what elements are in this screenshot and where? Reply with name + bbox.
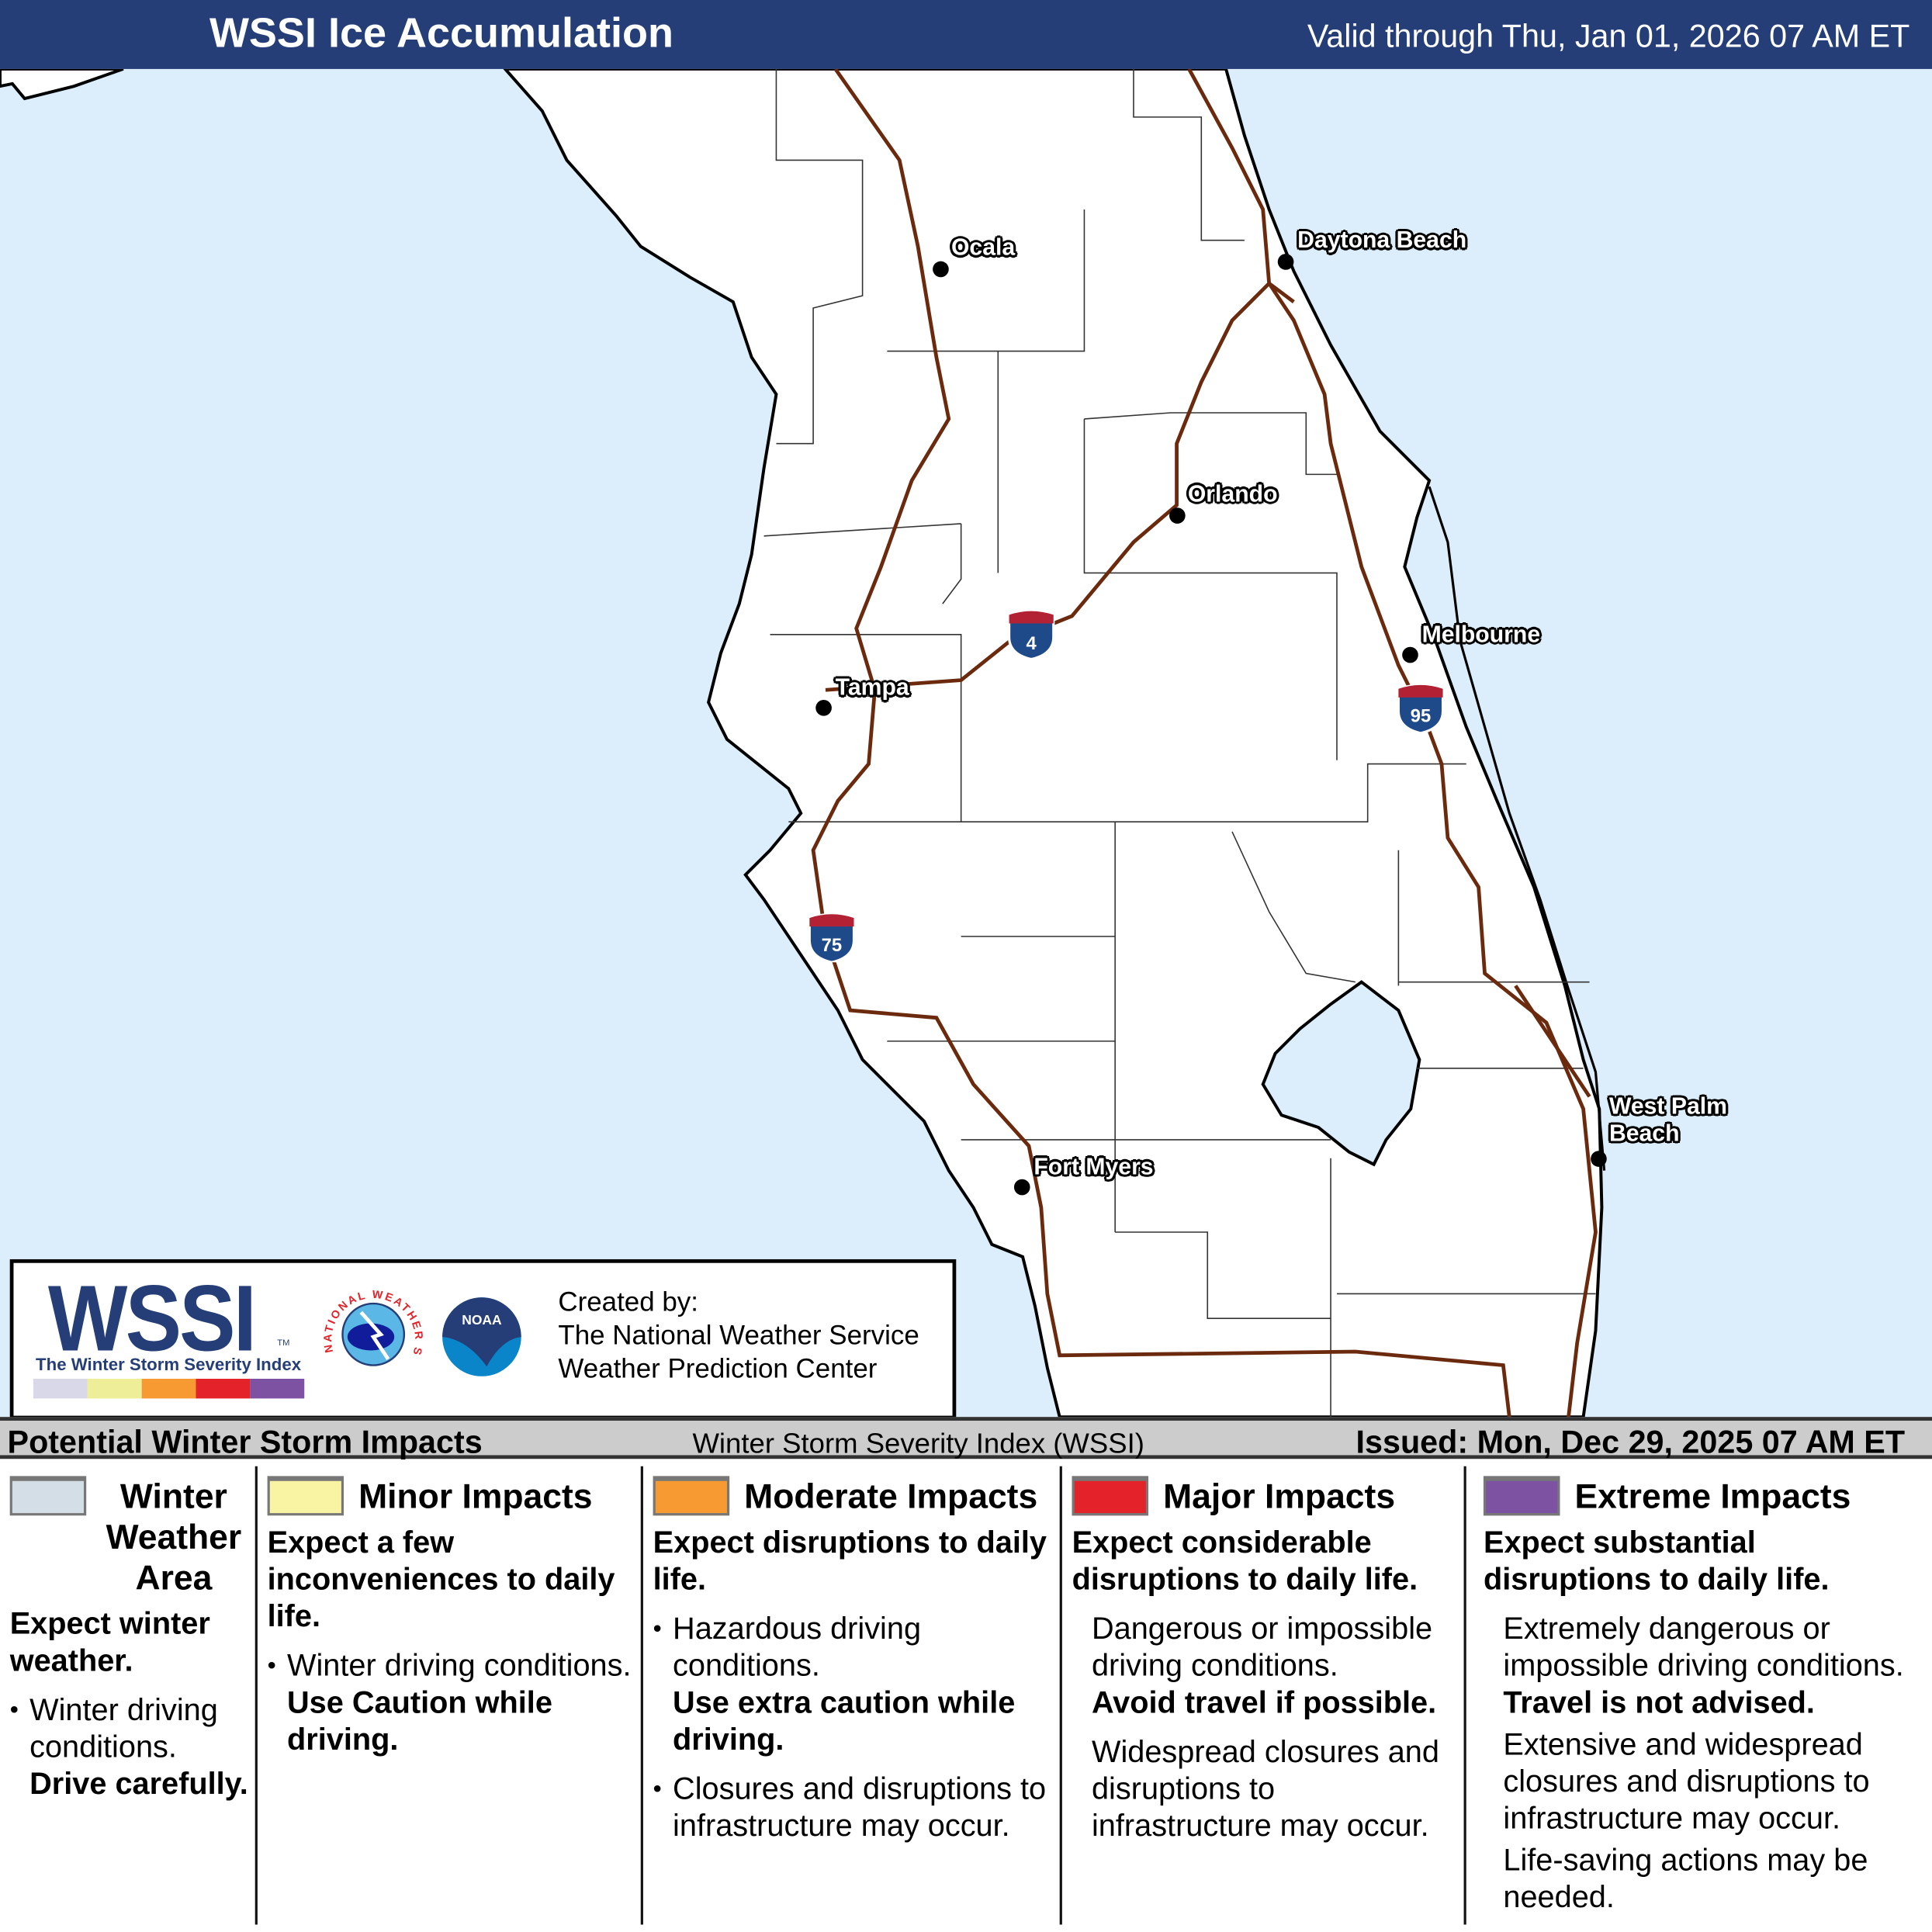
- barrier-islands: [1428, 486, 1606, 1171]
- legend-summary: Expect considerable disruptions to daily…: [1072, 1525, 1418, 1598]
- panhandle-coast: [0, 68, 124, 101]
- city-label-ocala: Ocala: [950, 235, 1016, 261]
- legend-detail-2: Closures and disruptions to infrastructu…: [653, 1771, 1055, 1844]
- turnpike-road: [1514, 985, 1591, 1098]
- title-bar: WSSI Ice Accumulation Valid through Thu,…: [0, 0, 1932, 69]
- i4-road: [825, 281, 1295, 692]
- noaa-logo-icon: NOAA: [432, 1287, 531, 1387]
- legend-detail: Winter driving conditions.: [268, 1647, 636, 1684]
- legend-advice: Drive carefully.: [29, 1767, 248, 1802]
- issued-time: Issued: Mon, Dec 29, 2025 07 AM ET: [1356, 1423, 1906, 1460]
- legend-detail-3: Life-saving actions may be needed.: [1503, 1843, 1868, 1915]
- city-label-tampa: Tampa: [835, 675, 909, 701]
- scale-swatch-2: [87, 1378, 142, 1399]
- city-label-fort-myers: Fort Myers: [1034, 1154, 1154, 1181]
- legend-advice: Avoid travel if possible.: [1091, 1685, 1437, 1720]
- city-dot-daytona-beach: [1277, 254, 1294, 270]
- legend-heading: Major Impacts: [1163, 1477, 1396, 1516]
- legend-detail: Dangerous or impossible driving conditio…: [1091, 1612, 1433, 1684]
- legend-summary: Expect disruptions to daily life.: [653, 1525, 1047, 1598]
- legend-heading: Extreme Impacts: [1574, 1477, 1851, 1516]
- legend-detail: Winter driving conditions.: [10, 1691, 251, 1765]
- svg-text:NOAA: NOAA: [462, 1312, 502, 1328]
- legend-summary: Expect a few inconveniences to daily lif…: [267, 1525, 615, 1634]
- info-bar: Potential Winter Storm Impacts Winter St…: [0, 1417, 1932, 1460]
- legend-detail: Extremely dangerous or impossible drivin…: [1503, 1612, 1904, 1684]
- city-label-daytona-beach: Daytona Beach: [1297, 227, 1467, 254]
- swatch-minor: [267, 1476, 345, 1516]
- city-label-west-palm-beach: West Palm Beach: [1608, 1094, 1727, 1148]
- svg-text:4: 4: [1027, 633, 1037, 654]
- legend-advice: Use extra caution while driving.: [673, 1685, 1016, 1757]
- scale-swatch-5: [250, 1378, 305, 1399]
- legend-heading: Moderate Impacts: [744, 1477, 1038, 1516]
- legend-detail-2: Extensive and widespread closures and di…: [1503, 1727, 1870, 1837]
- org-nws: The National Weather Service: [558, 1319, 919, 1351]
- city-label-orlando: Orlando: [1187, 481, 1278, 508]
- legend-moderate-impacts: Moderate Impacts Expect disruptions to d…: [643, 1466, 1062, 1925]
- interstate-95-shield-icon: 95: [1397, 684, 1445, 733]
- interstate-4-shield-icon: 4: [1007, 610, 1055, 660]
- legend-detail: Hazardous driving conditions.: [653, 1611, 1055, 1684]
- legend-title: Potential Winter Storm Impacts: [7, 1423, 483, 1460]
- city-label-melbourne: Melbourne: [1421, 621, 1541, 649]
- svg-text:75: 75: [822, 935, 842, 956]
- city-dot-fort-myers: [1013, 1179, 1030, 1196]
- city-dot-tampa: [815, 699, 832, 716]
- legend-extreme-impacts: Extreme Impacts Expect substantial disru…: [1466, 1466, 1932, 1925]
- legend-heading: Winter Weather Area: [106, 1477, 242, 1598]
- scale-swatch-4: [196, 1378, 251, 1399]
- org-wpc: Weather Prediction Center: [558, 1352, 878, 1384]
- city-dot-ocala: [933, 261, 949, 278]
- scale-swatch-3: [141, 1378, 196, 1399]
- legend-summary: Expect winter weather.: [9, 1606, 210, 1678]
- legend-advice: Travel is not advised.: [1503, 1685, 1815, 1720]
- legend-major-impacts: Major Impacts Expect considerable disrup…: [1062, 1466, 1466, 1925]
- legend-detail-2: Widespread closures and disruptions to i…: [1091, 1734, 1439, 1844]
- florida-map: [0, 68, 1932, 1418]
- map-title: WSSI Ice Accumulation: [209, 9, 673, 57]
- legend-minor-impacts: Minor Impacts Expect a few inconvenience…: [258, 1466, 643, 1925]
- wssi-subtitle: The Winter Storm Severity Index: [36, 1354, 302, 1374]
- scale-swatch-1: [33, 1378, 88, 1399]
- interstate-75-shield-icon: 75: [808, 912, 856, 963]
- legend-summary: Expect substantial disruptions to daily …: [1483, 1525, 1830, 1598]
- svg-text:95: 95: [1411, 706, 1432, 727]
- legend-winter-weather-area: Winter Weather Area Expect winter weathe…: [0, 1466, 258, 1925]
- legend-advice: Use Caution while driving.: [287, 1685, 552, 1757]
- swatch-winter: [9, 1476, 87, 1516]
- wssi-logo: WSSI: [47, 1266, 257, 1372]
- valid-time: Valid through Thu, Jan 01, 2026 07 AM ET: [1307, 17, 1910, 54]
- swatch-moderate: [653, 1476, 730, 1516]
- swatch-major: [1072, 1476, 1149, 1516]
- nws-logo-icon: NATIONAL WEATHER SERVICE: [321, 1283, 424, 1385]
- index-name: Winter Storm Severity Index (WSSI): [692, 1426, 1144, 1459]
- created-by: Created by: The National Weather Service…: [558, 1285, 919, 1385]
- i75-road: [811, 68, 1511, 1418]
- city-dot-orlando: [1169, 507, 1186, 524]
- trademark: TM: [277, 1339, 290, 1349]
- swatch-extreme: [1483, 1476, 1560, 1516]
- credits-box: WSSI TM The Winter Storm Severity Index …: [9, 1259, 957, 1420]
- created-by-label: Created by:: [558, 1286, 698, 1317]
- city-dot-west-palm-beach: [1591, 1151, 1607, 1167]
- city-dot-melbourne: [1402, 646, 1418, 663]
- legend-heading: Minor Impacts: [358, 1477, 593, 1516]
